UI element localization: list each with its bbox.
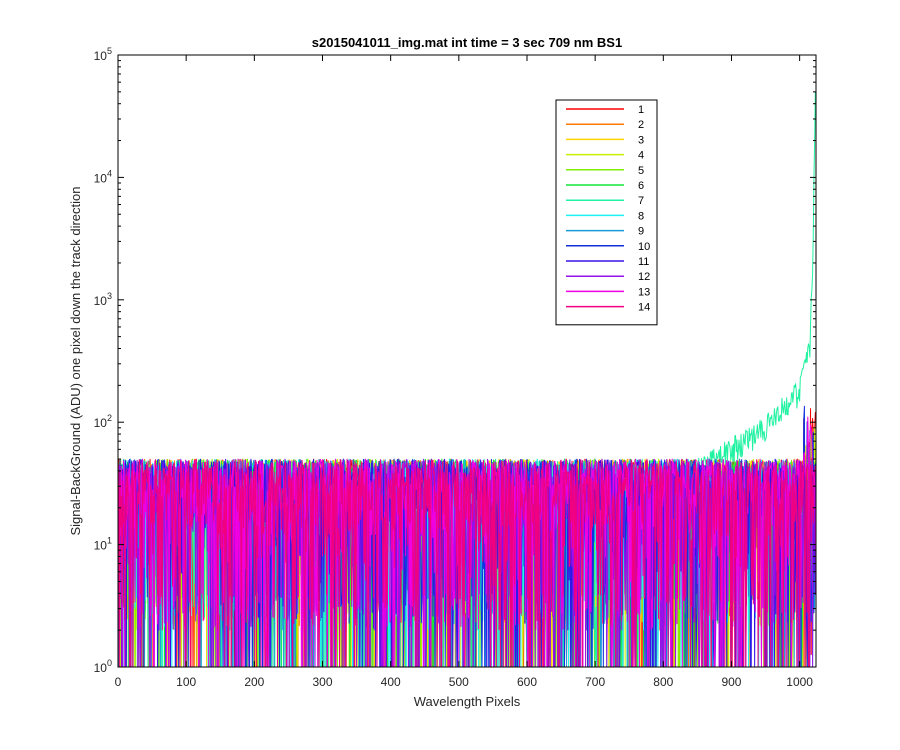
x-tick-label: 800 — [653, 675, 673, 689]
axis-layer: 0 100 200 300 400 500 600 700 800 900 100010010110… — [94, 46, 816, 689]
y-tick-label: 105 — [94, 46, 112, 63]
legend-label-9: 9 — [638, 226, 644, 238]
chart-title: s2015041011_img.mat int time = 3 sec 709… — [312, 35, 622, 50]
x-axis-label: Wavelength Pixels — [414, 694, 521, 709]
legend-box — [555, 99, 658, 326]
x-tick-label: 100 — [176, 675, 196, 689]
y-tick-label: 103 — [94, 291, 112, 308]
x-tick-label: 400 — [381, 675, 401, 689]
legend-label-10: 10 — [638, 241, 650, 253]
legend-label-11: 11 — [638, 256, 649, 268]
x-tick-label: 300 — [312, 675, 332, 689]
y-axis-label: Signal-BackGround (ADU) one pixel down t… — [68, 186, 83, 535]
legend-label-14: 14 — [638, 302, 650, 314]
series-layer — [118, 91, 816, 667]
plot-frame — [117, 54, 817, 668]
legend-label-8: 8 — [638, 210, 644, 222]
legend-label-5: 5 — [638, 165, 644, 177]
legend-label-2: 2 — [638, 119, 644, 131]
legend-label-6: 6 — [638, 180, 644, 192]
y-tick-label: 102 — [94, 413, 112, 430]
legend-label-12: 12 — [638, 271, 650, 283]
y-tick-label: 100 — [94, 658, 112, 675]
legend-label-4: 4 — [638, 150, 644, 162]
y-tick-label: 104 — [94, 168, 112, 185]
x-tick-label: 500 — [449, 675, 469, 689]
series-line-14 — [118, 458, 816, 667]
x-tick-label: 900 — [721, 675, 741, 689]
legend-label-3: 3 — [638, 134, 644, 146]
y-tick-label: 101 — [94, 536, 112, 553]
legend-label-7: 7 — [638, 195, 644, 207]
x-tick-label: 0 — [115, 675, 122, 689]
legend-label-13: 13 — [638, 286, 650, 298]
x-tick-label: 200 — [244, 675, 264, 689]
x-tick-label: 600 — [517, 675, 537, 689]
x-tick-label: 1000 — [786, 675, 813, 689]
x-tick-label: 700 — [585, 675, 605, 689]
legend-label-1: 1 — [638, 104, 644, 116]
